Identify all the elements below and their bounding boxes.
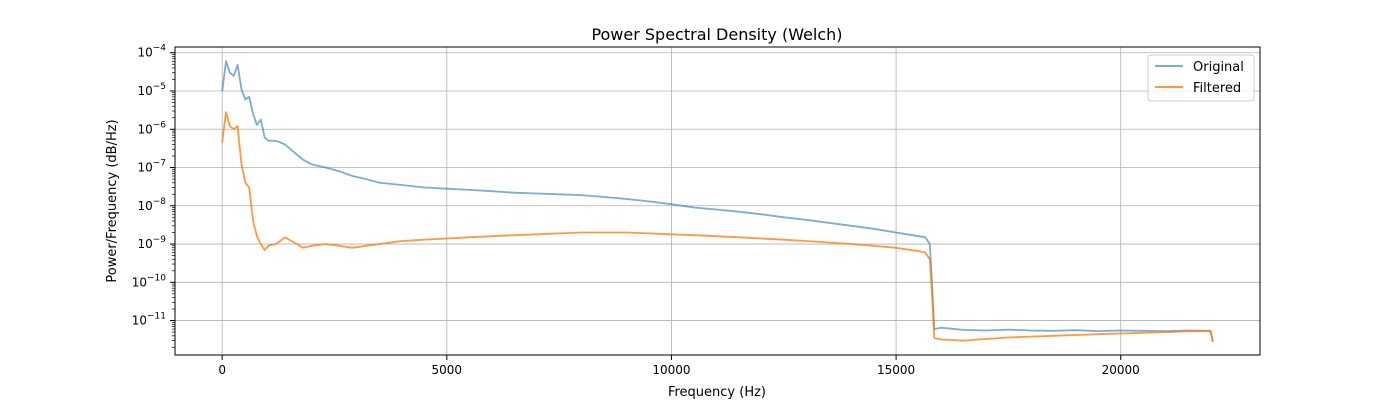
y-tick-label: 10−5 xyxy=(137,82,166,98)
chart-title: Power Spectral Density (Welch) xyxy=(591,25,842,44)
x-tick-label: 15000 xyxy=(877,363,915,377)
x-axis: 0 5000 10000 15000 20000 xyxy=(218,355,1140,377)
legend: Original Filtered xyxy=(1147,54,1255,102)
x-tick-label: 20000 xyxy=(1102,363,1140,377)
x-tick-label: 10000 xyxy=(652,363,690,377)
y-tick-label: 10−8 xyxy=(137,197,166,213)
y-tick-label: 10−9 xyxy=(137,235,166,251)
y-tick-label: 10−10 xyxy=(132,273,167,289)
x-axis-label: Frequency (Hz) xyxy=(668,385,766,400)
x-tick-label: 0 xyxy=(218,363,226,377)
legend-label-original: Original xyxy=(1193,60,1244,75)
grid xyxy=(175,47,1260,355)
legend-label-filtered: Filtered xyxy=(1193,81,1241,96)
series-line-original xyxy=(221,60,1214,342)
x-tick-label: 5000 xyxy=(432,363,463,377)
y-tick-label: 10−4 xyxy=(137,44,166,60)
y-axis-label: Power/Frequency (dB/Hz) xyxy=(105,119,120,282)
y-axis: 10−4 10−5 10−6 10−7 10−8 10−9 10−10 10−11 xyxy=(132,44,175,348)
y-tick-label: 10−7 xyxy=(137,159,166,175)
axes-frame xyxy=(174,46,1261,356)
y-tick-label: 10−6 xyxy=(137,120,166,136)
plot-area xyxy=(221,60,1214,342)
series-line-filtered xyxy=(221,111,1214,342)
y-tick-label: 10−11 xyxy=(132,312,166,328)
